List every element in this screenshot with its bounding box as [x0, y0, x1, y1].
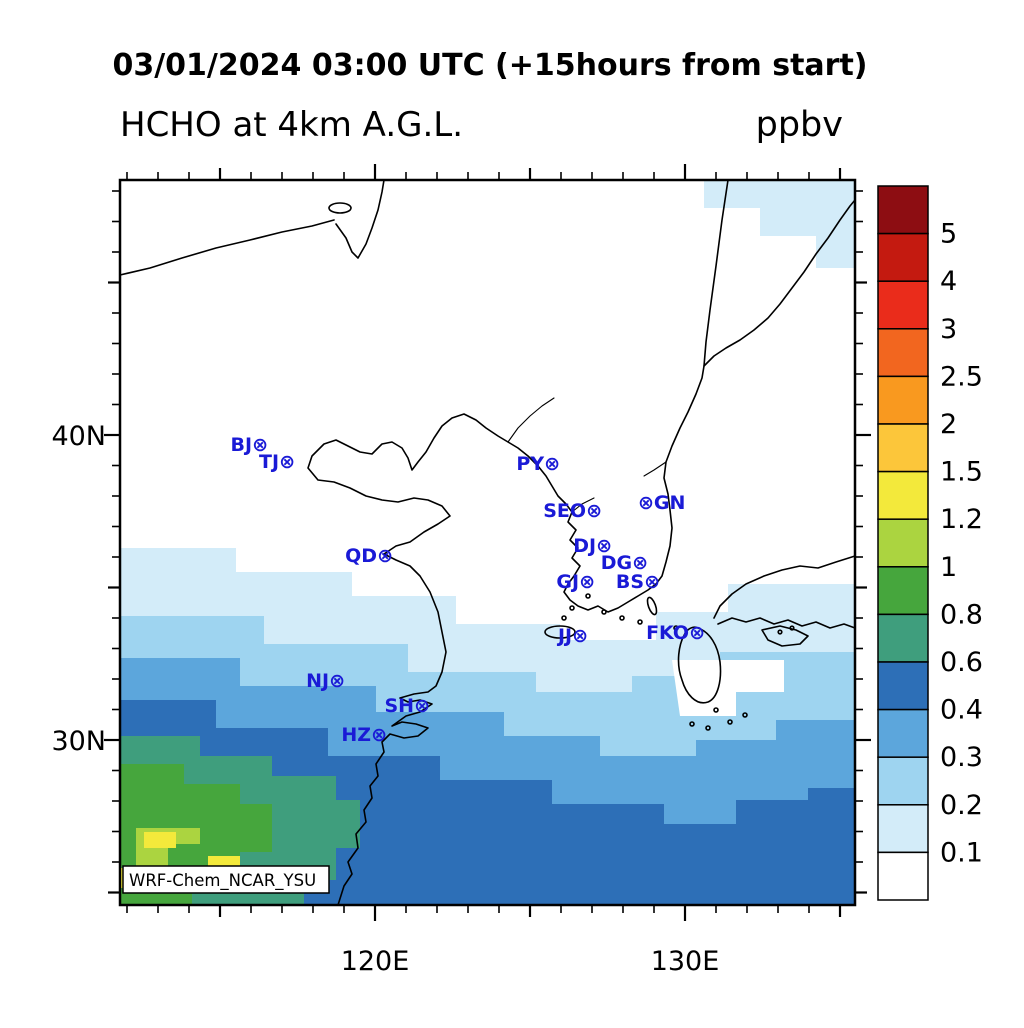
coastline-honshu-south [717, 617, 856, 629]
units-label: ppbv [755, 105, 843, 145]
coastlines [119, 179, 856, 906]
colorbar-label-0.3: 0.3 [940, 742, 983, 773]
y-axis-label-30n: 30N [51, 726, 106, 757]
coastline-china-korea [307, 199, 856, 906]
hcho-contour-fill [120, 180, 855, 905]
colorbar-label-2: 2 [940, 409, 957, 440]
rivers [507, 397, 667, 513]
colorbar-box-13 [877, 804, 929, 854]
colorbar-box-3 [877, 328, 929, 378]
colorbar-box-0 [877, 185, 929, 235]
colorbar: 5 4 3 2.5 2 1.5 1.2 1 0.8 0.6 0.4 0.3 0.2 0.1 [877, 185, 983, 901]
colorbar-label-0.6: 0.6 [940, 647, 983, 678]
lake-northwest [328, 202, 352, 214]
station-marker-FKO: FKO⊗ [646, 622, 705, 644]
coastline-shikoku [761, 625, 809, 647]
station-marker-SEO: SEO⊗ [543, 500, 602, 522]
axis-ticks [104, 164, 871, 921]
colorbar-label-1.2: 1.2 [940, 504, 983, 535]
x-axis-label-130e: 130E [651, 946, 720, 977]
colorbar-box-10 [877, 661, 929, 711]
variable-title: HCHO at 4km A.G.L. [120, 105, 464, 145]
station-marker-BJ: BJ⊗ [231, 434, 268, 456]
river-fork-northwest [335, 179, 385, 259]
station-marker-BS: BS⊗ [616, 571, 660, 593]
station-marker-NJ: NJ⊗ [306, 670, 345, 692]
small-islands [561, 593, 795, 731]
colorbar-box-4 [877, 375, 929, 425]
island-tsushima [646, 596, 658, 616]
colorbar-label-3: 3 [940, 314, 957, 345]
colorbar-label-0.4: 0.4 [940, 695, 983, 726]
colorbar-box-12 [877, 756, 929, 806]
map-panel: BJ⊗TJ⊗ PY⊗ SEO⊗ ⊗GN QD⊗ DJ⊗DG⊗ GJ⊗ BS⊗ JJ⊗ FKO⊗ NJ… [118, 178, 857, 907]
colorbar-label-4: 4 [940, 266, 957, 297]
model-label-box [122, 865, 330, 894]
colorbar-box-9 [877, 613, 929, 663]
colorbar-label-2.5: 2.5 [940, 361, 983, 392]
colorbar-label-5: 5 [940, 219, 957, 250]
colorbar-label-1.5: 1.5 [940, 457, 983, 488]
coastline-honshu-north [713, 555, 856, 619]
colorbar-box-7 [877, 518, 929, 568]
station-marker-JJ: JJ⊗ [556, 625, 588, 647]
station-markers: BJ⊗TJ⊗ PY⊗ SEO⊗ ⊗GN QD⊗ DJ⊗DG⊗ GJ⊗ BS⊗ JJ⊗ FKO⊗ NJ… [231, 434, 705, 746]
coastline-northwest [119, 219, 335, 276]
station-marker-PY: PY⊗ [516, 453, 560, 475]
map-frame [118, 178, 857, 907]
colorbar-box-5 [877, 423, 929, 473]
colorbar-box-11 [877, 708, 929, 758]
station-marker-DJ: DJ⊗ [573, 535, 612, 557]
station-marker-GJ: GJ⊗ [556, 571, 595, 593]
y-axis-label-40n: 40N [51, 421, 106, 452]
colorbar-box-8 [877, 566, 929, 616]
station-marker-QD: QD⊗ [345, 545, 393, 567]
model-label: WRF-Chem_NCAR_YSU [129, 871, 316, 891]
colorbar-label-0.1: 0.1 [940, 837, 983, 868]
colorbar-label-0.2: 0.2 [940, 790, 983, 821]
station-marker-TJ: TJ⊗ [259, 451, 295, 473]
datetime-title: 03/01/2024 03:00 UTC (+15hours from star… [112, 48, 868, 83]
island-jeju [544, 625, 576, 639]
colorbar-box-2 [877, 280, 929, 330]
colorbar-label-0.8: 0.8 [940, 599, 983, 630]
coastline-kyushu [677, 626, 722, 704]
colorbar-box-6 [877, 470, 929, 520]
x-axis-label-120e: 120E [341, 946, 410, 977]
colorbar-box-1 [877, 232, 929, 282]
colorbar-box-14 [877, 851, 929, 901]
station-marker-DG: DG⊗ [601, 552, 648, 574]
station-marker-GN: ⊗GN [638, 492, 685, 514]
border-river-northeast [703, 179, 729, 367]
colorbar-label-1: 1 [940, 552, 957, 583]
station-marker-SH: SH⊗ [384, 695, 430, 717]
station-marker-HZ: HZ⊗ [341, 724, 387, 746]
